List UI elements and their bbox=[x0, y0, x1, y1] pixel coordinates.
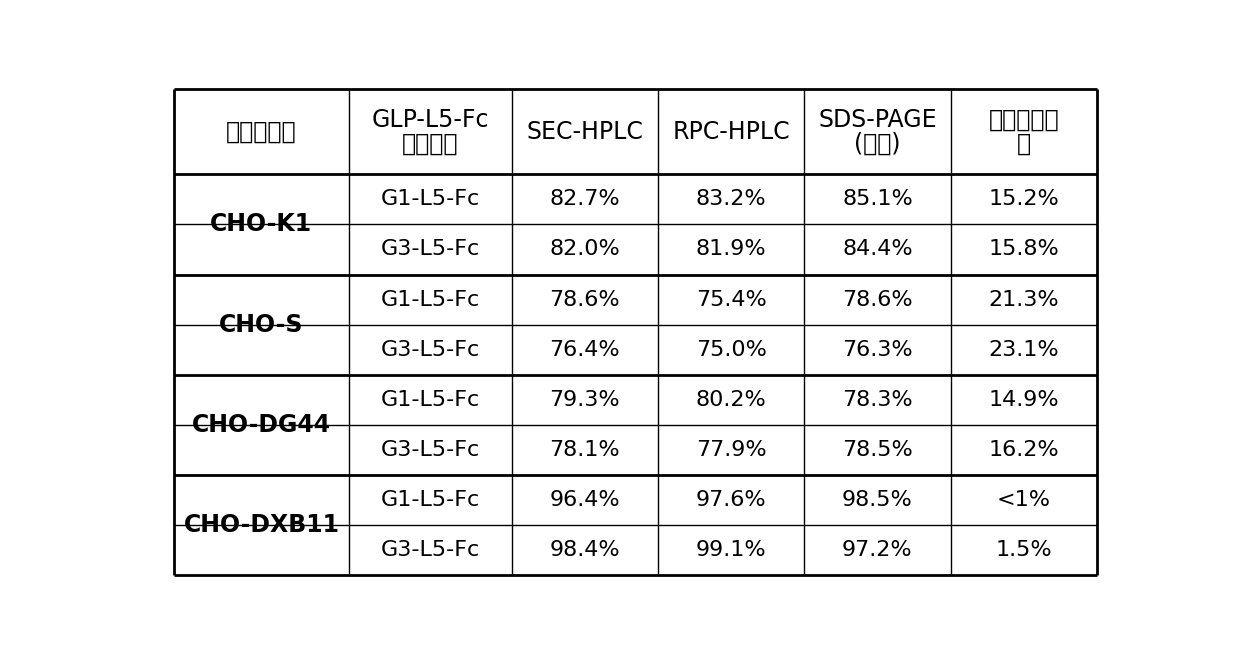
Text: 14.9%: 14.9% bbox=[988, 390, 1059, 410]
Text: 83.2%: 83.2% bbox=[696, 190, 766, 209]
Text: 21.3%: 21.3% bbox=[988, 290, 1059, 310]
Text: 率: 率 bbox=[1017, 132, 1030, 155]
Text: 82.7%: 82.7% bbox=[549, 190, 620, 209]
Text: 细胞系类型: 细胞系类型 bbox=[226, 120, 296, 143]
Text: 1.5%: 1.5% bbox=[996, 540, 1052, 561]
Text: G1-L5-Fc: G1-L5-Fc bbox=[381, 390, 480, 410]
Text: 99.1%: 99.1% bbox=[696, 540, 766, 561]
Text: G3-L5-Fc: G3-L5-Fc bbox=[381, 440, 480, 460]
Text: 98.5%: 98.5% bbox=[842, 490, 913, 510]
Text: G3-L5-Fc: G3-L5-Fc bbox=[381, 540, 480, 561]
Text: 76.4%: 76.4% bbox=[549, 340, 620, 360]
Text: 97.6%: 97.6% bbox=[696, 490, 766, 510]
Text: 75.0%: 75.0% bbox=[696, 340, 766, 360]
Text: CHO-K1: CHO-K1 bbox=[211, 213, 312, 236]
Text: 15.8%: 15.8% bbox=[988, 240, 1059, 259]
Text: (还原): (还原) bbox=[854, 132, 900, 155]
Text: SDS-PAGE: SDS-PAGE bbox=[818, 108, 936, 132]
Text: 96.4%: 96.4% bbox=[549, 490, 620, 510]
Text: 75.4%: 75.4% bbox=[696, 290, 766, 310]
Text: 16.2%: 16.2% bbox=[988, 440, 1059, 460]
Text: 78.6%: 78.6% bbox=[842, 290, 913, 310]
Text: 79.3%: 79.3% bbox=[549, 390, 620, 410]
Text: 融合蛋白: 融合蛋白 bbox=[402, 132, 459, 155]
Text: G3-L5-Fc: G3-L5-Fc bbox=[381, 340, 480, 360]
Text: 97.2%: 97.2% bbox=[842, 540, 913, 561]
Text: SEC-HPLC: SEC-HPLC bbox=[527, 120, 644, 143]
Text: <1%: <1% bbox=[997, 490, 1050, 510]
Text: 82.0%: 82.0% bbox=[549, 240, 620, 259]
Text: G1-L5-Fc: G1-L5-Fc bbox=[381, 490, 480, 510]
Text: RPC-HPLC: RPC-HPLC bbox=[672, 120, 790, 143]
Text: 77.9%: 77.9% bbox=[696, 440, 766, 460]
Text: G1-L5-Fc: G1-L5-Fc bbox=[381, 190, 480, 209]
Text: 84.4%: 84.4% bbox=[842, 240, 913, 259]
Text: 78.6%: 78.6% bbox=[549, 290, 620, 310]
Text: GLP-L5-Fc: GLP-L5-Fc bbox=[372, 108, 489, 132]
Text: CHO-DXB11: CHO-DXB11 bbox=[184, 513, 340, 538]
Text: CHO-S: CHO-S bbox=[219, 313, 304, 337]
Text: 85.1%: 85.1% bbox=[842, 190, 913, 209]
Text: 15.2%: 15.2% bbox=[988, 190, 1059, 209]
Text: 78.3%: 78.3% bbox=[842, 390, 913, 410]
Text: 降解条带比: 降解条带比 bbox=[988, 108, 1059, 132]
Text: G3-L5-Fc: G3-L5-Fc bbox=[381, 240, 480, 259]
Text: 81.9%: 81.9% bbox=[696, 240, 766, 259]
Text: 98.4%: 98.4% bbox=[549, 540, 620, 561]
Text: 78.5%: 78.5% bbox=[842, 440, 913, 460]
Text: 80.2%: 80.2% bbox=[696, 390, 766, 410]
Text: 76.3%: 76.3% bbox=[842, 340, 913, 360]
Text: CHO-DG44: CHO-DG44 bbox=[192, 413, 331, 437]
Text: G1-L5-Fc: G1-L5-Fc bbox=[381, 290, 480, 310]
Text: 23.1%: 23.1% bbox=[988, 340, 1059, 360]
Text: 78.1%: 78.1% bbox=[549, 440, 620, 460]
